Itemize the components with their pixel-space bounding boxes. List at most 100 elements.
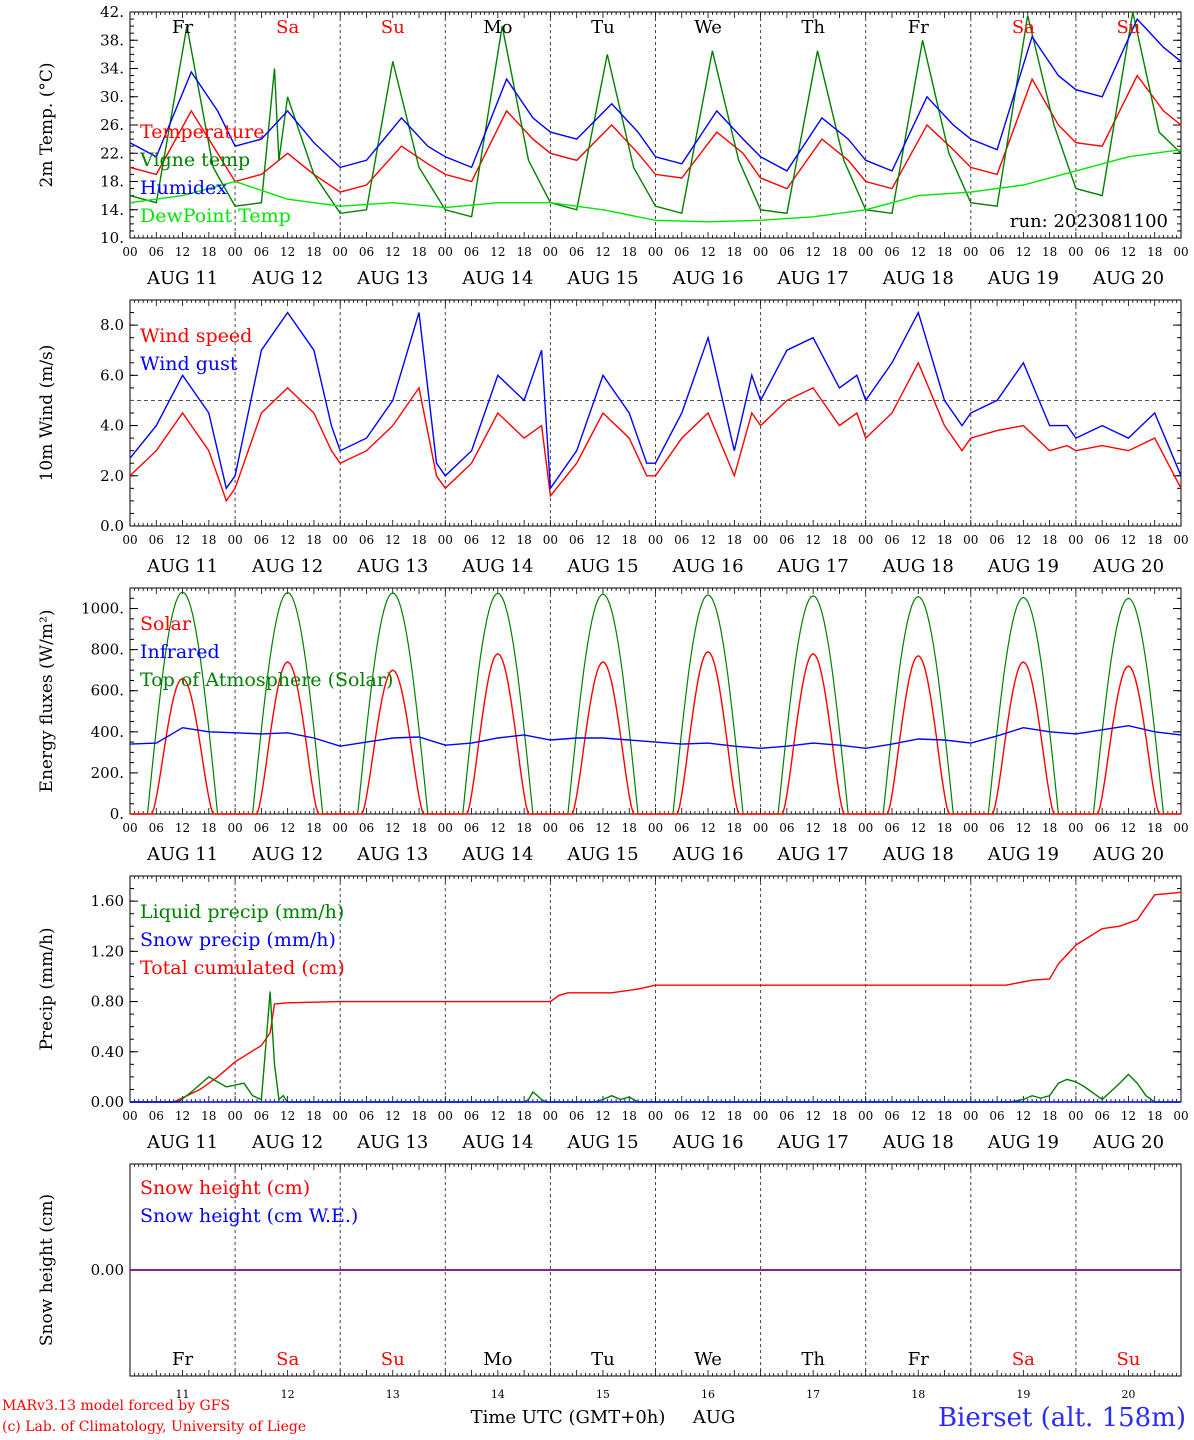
hour-tick-label: 06: [779, 1109, 794, 1123]
y-tick-label: 0.0: [100, 517, 124, 535]
panel-precip: 0.00 0.40 0.80 1.20 1.60 Precip (mm/h) Liquid …: [37, 875, 1189, 1153]
y-tick-label: 22.: [100, 144, 124, 162]
legend-entry: Total cumulated (cm): [140, 957, 345, 979]
legend-entry: Wind speed: [140, 325, 252, 347]
hour-tick-label: 06: [359, 533, 374, 547]
date-label: AUG 17: [777, 268, 849, 289]
hour-tick-label: 06: [464, 821, 479, 835]
run-label: run: 2023081100: [1010, 211, 1168, 232]
hour-tick-label: 06: [989, 821, 1004, 835]
hour-tick-label: 06: [149, 245, 164, 259]
hour-tick-label: 12: [700, 1109, 715, 1123]
hour-tick-label: 00: [543, 1109, 558, 1123]
hour-tick-label: 06: [779, 245, 794, 259]
hour-tick-label: 18: [622, 821, 637, 835]
date-label: AUG 20: [1092, 1132, 1164, 1153]
y-tick-label: 1000.: [81, 600, 124, 618]
date-label: AUG 16: [671, 844, 743, 865]
y-tick-label: 0.00: [91, 1261, 124, 1279]
hour-tick-label: 00: [963, 821, 978, 835]
y-axis-label: 2m Temp. (°C): [37, 62, 57, 187]
legend-entry: Humidex: [140, 177, 227, 199]
hour-tick-label: 06: [254, 821, 269, 835]
hour-tick-label: 18: [516, 1109, 531, 1123]
y-tick-label: 1.60: [91, 892, 124, 910]
hour-tick-label: 06: [254, 1109, 269, 1123]
legend-entry: Infrared: [140, 641, 220, 663]
date-label: AUG 14: [461, 844, 533, 865]
hour-tick-label: 12: [280, 1109, 295, 1123]
y-tick-label: 0.00: [91, 1093, 124, 1111]
hour-tick-label: 00: [963, 533, 978, 547]
hour-tick-label: 18: [1042, 821, 1057, 835]
day-number-label: 19: [1016, 1388, 1030, 1401]
panel-snow: 0.00 Snow height (cm) Snow height (cm) Snow…: [37, 1163, 1182, 1377]
y-tick-label: 10.: [100, 229, 124, 247]
hour-tick-label: 06: [989, 245, 1004, 259]
weekday-label-top: Mo: [483, 17, 512, 38]
hour-tick-label: 18: [411, 821, 426, 835]
station-label: Bierset (alt. 158m): [937, 1403, 1186, 1433]
hour-tick-label: 06: [674, 1109, 689, 1123]
hour-tick-label: 12: [806, 1109, 821, 1123]
date-label: AUG 18: [882, 844, 954, 865]
weekday-label-bottom: Su: [381, 1349, 405, 1370]
hour-tick-label: 00: [858, 533, 873, 547]
hour-tick-label: 06: [149, 533, 164, 547]
weekday-label-bottom: Fr: [172, 1349, 193, 1370]
date-label: AUG 18: [882, 268, 954, 289]
hour-tick-label: 00: [1068, 821, 1083, 835]
date-label: AUG 14: [461, 268, 533, 289]
weekday-label-bottom: Tu: [591, 1349, 615, 1370]
hour-tick-label: 18: [411, 533, 426, 547]
date-label: AUG 11: [146, 268, 218, 289]
date-label: AUG 15: [566, 268, 638, 289]
y-tick-label: 0.: [110, 805, 124, 823]
hour-tick-label: 00: [227, 1109, 242, 1123]
weekday-label-top: Su: [1116, 17, 1140, 38]
hour-tick-label: 12: [490, 1109, 505, 1123]
panel-energy: 0. 200. 400. 600. 800. 1000. Energy fluxes (W/…: [37, 587, 1189, 865]
legend-entry: Temperature: [140, 121, 264, 143]
hour-tick-label: 06: [464, 245, 479, 259]
hour-tick-label: 00: [858, 821, 873, 835]
weekday-label-top: Sa: [276, 17, 299, 38]
date-label: AUG 18: [882, 1132, 954, 1153]
hour-tick-label: 18: [411, 245, 426, 259]
y-tick-label: 0.40: [91, 1043, 124, 1061]
y-tick-label: 18.: [100, 173, 124, 191]
weekday-label-bottom: Su: [1116, 1349, 1140, 1370]
hour-tick-label: 06: [254, 245, 269, 259]
hour-tick-label: 18: [201, 245, 216, 259]
date-label: AUG 16: [671, 268, 743, 289]
y-axis-label: Snow height (cm): [37, 1194, 57, 1346]
hour-tick-label: 18: [622, 533, 637, 547]
series-vigne-temp: [129, 11, 1182, 218]
hour-tick-label: 00: [227, 245, 242, 259]
hour-tick-label: 12: [1121, 533, 1136, 547]
hour-tick-label: 12: [175, 1109, 190, 1123]
hour-tick-label: 12: [700, 821, 715, 835]
hour-tick-label: 06: [884, 533, 899, 547]
hour-tick-label: 18: [937, 245, 952, 259]
y-tick-label: 26.: [100, 116, 124, 134]
legend-entry: Wind gust: [140, 353, 238, 375]
hour-tick-label: 12: [595, 245, 610, 259]
day-number-label: 17: [806, 1388, 820, 1401]
weekday-label-top: Fr: [908, 17, 929, 38]
hour-tick-label: 18: [201, 1109, 216, 1123]
hour-tick-label: 06: [989, 533, 1004, 547]
weekday-label-bottom: Mo: [483, 1349, 512, 1370]
hour-tick-label: 18: [937, 821, 952, 835]
hour-tick-label: 06: [464, 533, 479, 547]
legend-entry: Vigne temp: [139, 149, 250, 171]
day-number-label: 15: [596, 1388, 610, 1401]
y-tick-label: 800.: [91, 641, 124, 659]
hour-tick-label: 06: [569, 1109, 584, 1123]
hour-tick-label: 12: [911, 245, 926, 259]
hour-tick-label: 18: [1042, 533, 1057, 547]
hour-tick-label: 18: [832, 245, 847, 259]
date-label: AUG 14: [461, 1132, 533, 1153]
hour-tick-label: 06: [1095, 821, 1110, 835]
